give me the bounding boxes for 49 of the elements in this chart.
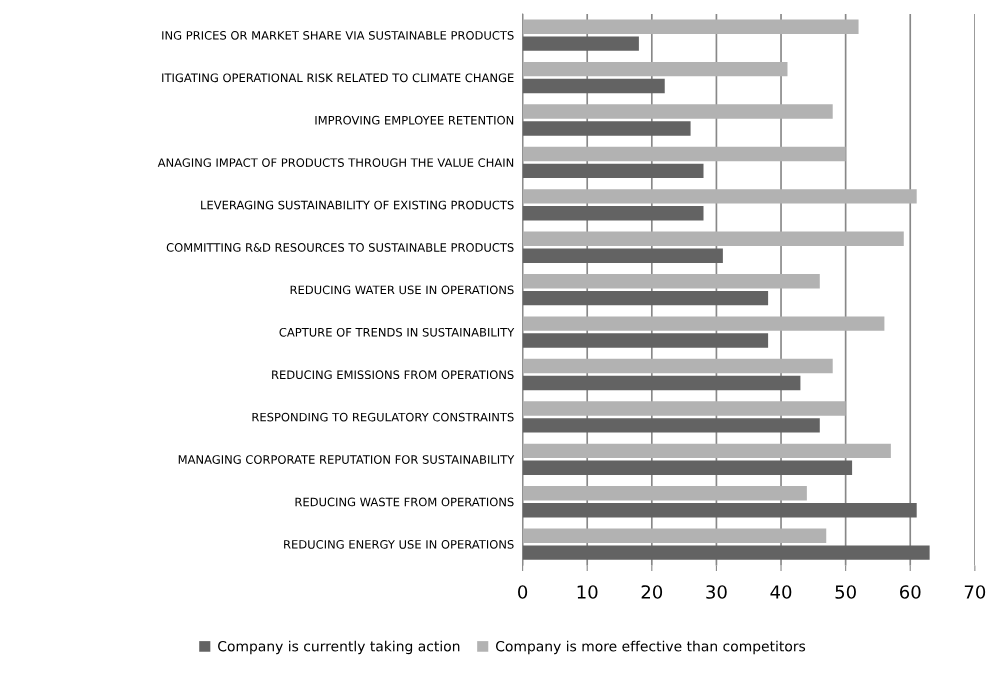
y-tick-label: ING PRICES OR MARKET SHARE VIA SUSTAINABLE PRODUCTS <box>162 30 514 40</box>
y-tick-label: RESPONDING TO REGULATORY CONSTRAINTS <box>252 412 514 422</box>
bar <box>522 418 820 433</box>
y-tick-label: ITIGATING OPERATIONAL RISK RELATED TO CLIMATE CHANGE <box>162 73 514 83</box>
bar <box>522 36 639 51</box>
bar <box>522 231 904 246</box>
bar <box>522 401 846 416</box>
x-tick-label: 50 <box>835 585 856 599</box>
x-tick-label: 40 <box>770 585 792 599</box>
y-tick-label: ANAGING IMPACT OF PRODUCTS THROUGH THE VALUE CHAIN <box>157 158 514 167</box>
x-tick-label: 60 <box>900 585 921 599</box>
bar <box>522 78 665 94</box>
bar <box>522 333 769 348</box>
legend-label: Company is more effective than competitors <box>496 640 806 655</box>
bar <box>522 61 788 77</box>
bar <box>522 290 769 306</box>
bar <box>522 163 704 179</box>
bar <box>522 19 859 34</box>
y-tick-label: REDUCING WATER USE IN OPERATIONS <box>290 285 514 295</box>
x-tick-label: 70 <box>964 585 986 599</box>
y-tick-label: CAPTURE OF TRENDS IN SUSTAINABILITY <box>279 327 515 337</box>
bar <box>522 273 820 289</box>
bar <box>522 146 846 162</box>
bar <box>522 443 891 459</box>
bar <box>522 486 807 501</box>
y-tick-label: REDUCING WASTE FROM OPERATIONS <box>295 497 514 507</box>
y-tick-label: REDUCING EMISSIONS FROM OPERATIONS <box>272 370 514 380</box>
bar <box>522 121 691 136</box>
bar <box>522 316 885 331</box>
x-tick-label: 0 <box>518 585 528 599</box>
y-tick-label: IMPROVING EMPLOYEE RETENTION <box>315 115 514 125</box>
x-tick-label: 10 <box>577 585 598 599</box>
bar <box>522 545 930 560</box>
bar <box>522 248 723 263</box>
y-tick-label: MANAGING CORPORATE REPUTATION FOR SUSTAINABILITY <box>178 455 515 464</box>
y-tick-label: LEVERAGING SUSTAINABILITY OF EXISTING PRODUCTS <box>201 200 514 210</box>
bar <box>522 503 917 518</box>
y-tick-label: REDUCING ENERGY USE IN OPERATIONS <box>284 540 514 549</box>
bar <box>522 206 704 221</box>
legend-label: Company is currently taking action <box>218 640 460 655</box>
bar <box>522 104 833 119</box>
bar <box>522 375 801 391</box>
bar <box>522 528 827 543</box>
y-tick-label: COMMITTING R&D RESOURCES TO SUSTAINABLE PRODUCTS <box>166 243 514 252</box>
bar <box>522 460 853 476</box>
bar <box>522 358 833 374</box>
bar <box>522 189 917 204</box>
x-tick-label: 30 <box>706 585 727 599</box>
x-tick-label: 20 <box>641 585 663 599</box>
